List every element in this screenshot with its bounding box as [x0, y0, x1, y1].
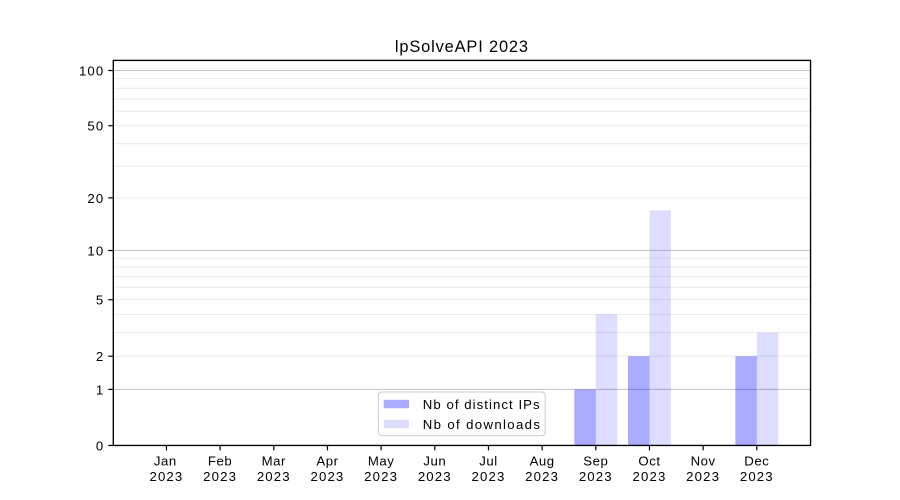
- svg-text:Nov: Nov: [691, 454, 716, 469]
- svg-text:May: May: [368, 454, 395, 469]
- svg-text:0: 0: [96, 438, 104, 453]
- svg-text:Jun: Jun: [423, 454, 446, 469]
- svg-text:Apr: Apr: [316, 454, 338, 469]
- svg-text:20: 20: [87, 191, 104, 206]
- svg-text:Jan: Jan: [154, 454, 177, 469]
- svg-text:2023: 2023: [472, 469, 506, 484]
- svg-text:Sep: Sep: [583, 454, 608, 469]
- svg-text:2023: 2023: [149, 469, 183, 484]
- svg-text:2023: 2023: [257, 469, 291, 484]
- svg-text:10: 10: [87, 243, 104, 258]
- svg-text:2023: 2023: [203, 469, 237, 484]
- svg-text:2023: 2023: [310, 469, 344, 484]
- svg-text:2023: 2023: [525, 469, 559, 484]
- svg-text:Jul: Jul: [479, 454, 498, 469]
- svg-text:2: 2: [96, 349, 104, 364]
- svg-text:Dec: Dec: [744, 454, 769, 469]
- svg-text:2023: 2023: [633, 469, 667, 484]
- svg-text:Nb of distinct IPs: Nb of distinct IPs: [423, 397, 541, 412]
- svg-text:Feb: Feb: [208, 454, 232, 469]
- svg-text:1: 1: [96, 382, 104, 397]
- svg-text:2023: 2023: [364, 469, 398, 484]
- svg-text:2023: 2023: [740, 469, 774, 484]
- svg-text:Mar: Mar: [262, 454, 286, 469]
- svg-text:5: 5: [96, 293, 104, 308]
- svg-text:100: 100: [79, 63, 104, 78]
- svg-text:2023: 2023: [418, 469, 452, 484]
- svg-text:Aug: Aug: [530, 454, 555, 469]
- svg-text:2023: 2023: [686, 469, 720, 484]
- svg-text:2023: 2023: [579, 469, 613, 484]
- svg-text:Nb of downloads: Nb of downloads: [423, 417, 542, 432]
- svg-text:Oct: Oct: [638, 454, 660, 469]
- svg-text:lpSolveAPI 2023: lpSolveAPI 2023: [395, 38, 529, 56]
- svg-text:50: 50: [87, 119, 104, 134]
